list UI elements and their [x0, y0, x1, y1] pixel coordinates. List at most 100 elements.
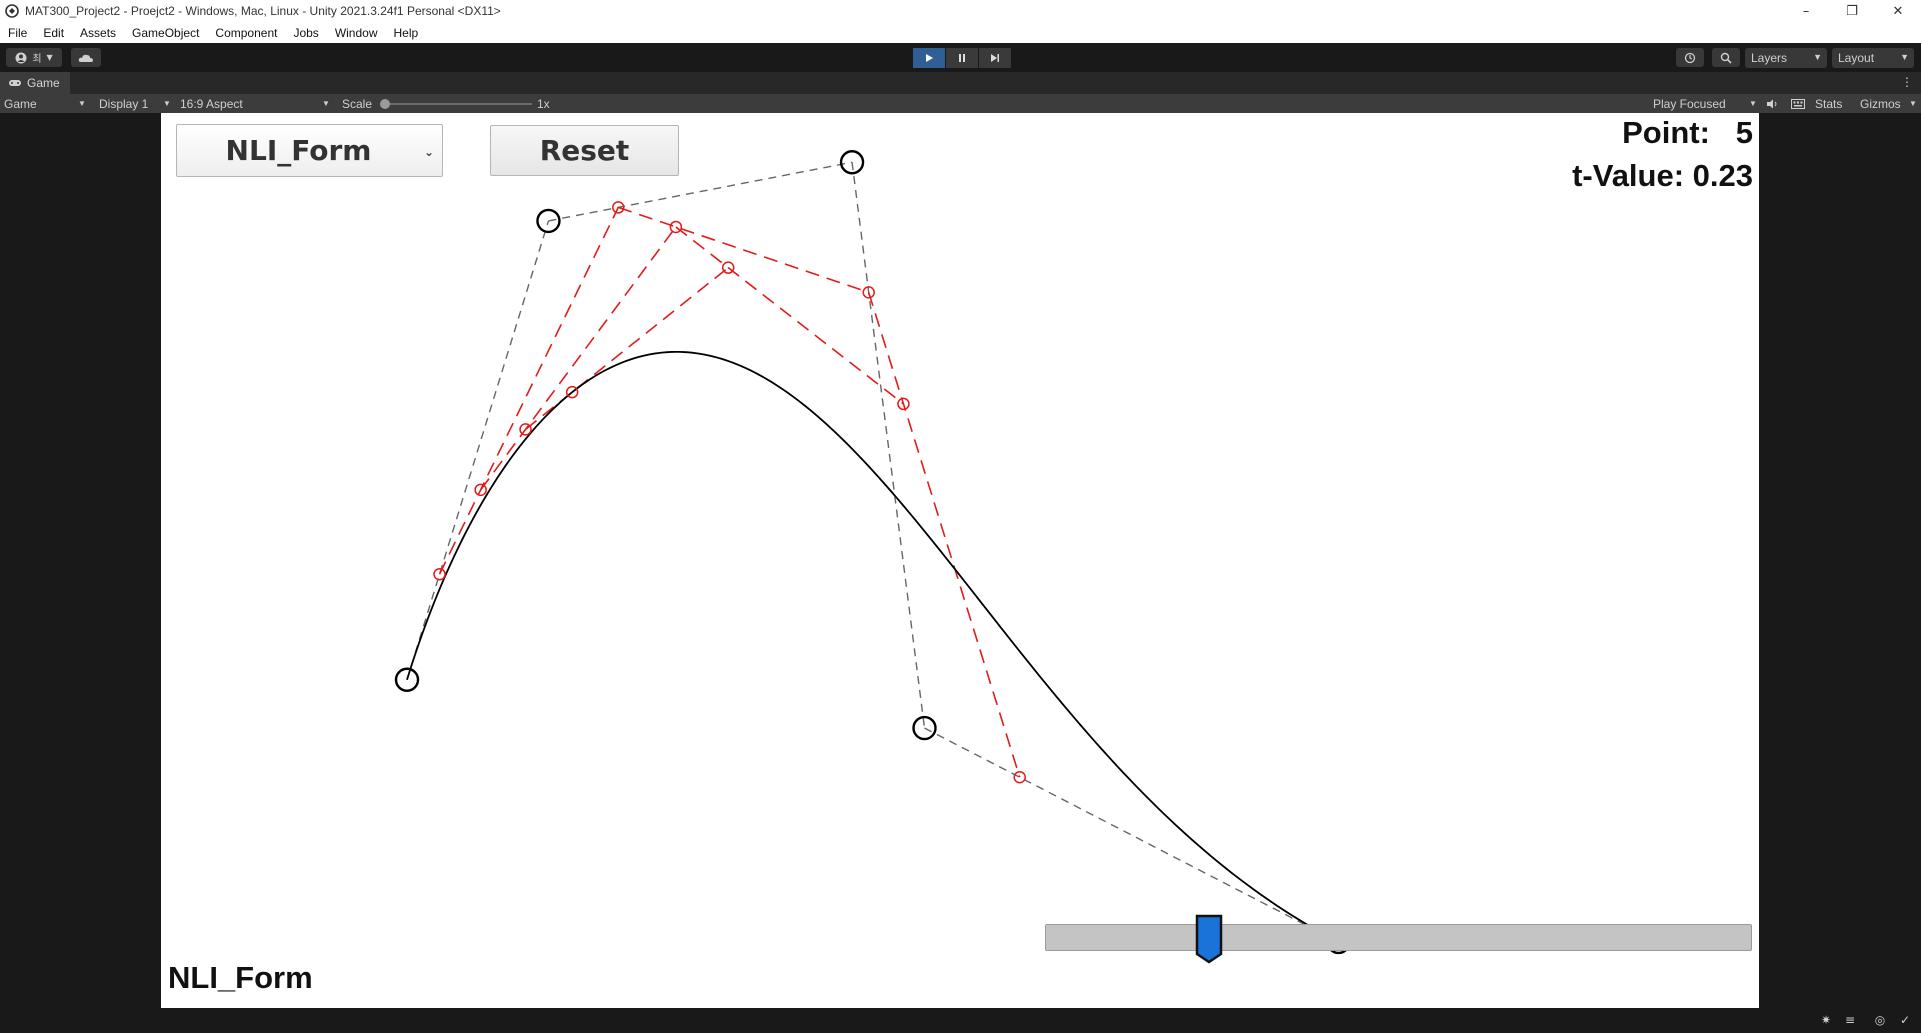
menu-jobs[interactable]: Jobs	[293, 25, 319, 40]
display-dropdown[interactable]: Display 1 ▼	[99, 94, 173, 113]
tab-game-label: Game	[27, 76, 60, 90]
gizmos-label: Gizmos	[1860, 96, 1901, 111]
chevron-down-icon: ▼	[1900, 52, 1909, 62]
bezier-curve	[406, 350, 1339, 943]
menu-help[interactable]: Help	[393, 25, 419, 40]
account-icon	[15, 52, 27, 63]
control-points	[394, 150, 1351, 955]
intermediate-point	[519, 423, 532, 436]
lighting-icon[interactable]: ✷	[1820, 1013, 1832, 1027]
menu-file[interactable]: File	[8, 25, 28, 40]
intermediate-point	[669, 220, 683, 234]
t-slider-handle[interactable]	[1195, 914, 1223, 964]
play-controls	[913, 48, 1012, 68]
intermediate-segment	[438, 207, 619, 575]
control-polygon-segment	[851, 162, 926, 729]
reset-button[interactable]: Reset	[490, 125, 679, 176]
view-label: Game	[4, 96, 37, 111]
history-button[interactable]	[1676, 48, 1704, 67]
account-button[interactable]: 최 ▼	[6, 48, 62, 67]
play-icon	[926, 54, 933, 62]
stats-toggle[interactable]: Stats	[1815, 96, 1843, 111]
mute-audio-icon[interactable]	[1766, 94, 1778, 113]
play-focused-label: Play Focused	[1653, 96, 1726, 111]
intermediate-point	[862, 286, 875, 299]
menu-component[interactable]: Component	[215, 25, 278, 40]
tab-game[interactable]: Game	[0, 72, 70, 94]
window-titlebar: MAT300_Project2 - Proejct2 - Windows, Ma…	[0, 0, 1921, 22]
gizmos-dropdown[interactable]: Gizmos ▼	[1860, 94, 1917, 113]
menu-window[interactable]: Window	[334, 25, 378, 40]
t-value-slider[interactable]	[1045, 914, 1752, 964]
pause-icon	[959, 54, 965, 62]
minimize-button[interactable]: –	[1802, 3, 1810, 19]
control-polygon-segment	[924, 727, 1339, 943]
bezier-canvas[interactable]	[161, 113, 1759, 1008]
editor-tabbar: Game ⋮	[0, 72, 1921, 94]
chevron-down-icon: ▼	[46, 53, 53, 62]
intermediate-segment	[675, 226, 904, 405]
play-button[interactable]	[913, 48, 945, 68]
intermediate-segment	[480, 226, 677, 491]
layers-dropdown[interactable]: Layers ▼	[1745, 48, 1827, 68]
unity-logo-icon	[5, 4, 19, 18]
mode-dropdown-label: NLI_Form	[225, 134, 372, 167]
chevron-down-icon: ▼	[322, 99, 330, 108]
progress-check-icon[interactable]: ✓	[1899, 1013, 1911, 1027]
layers-label: Layers	[1751, 51, 1788, 65]
menu-assets[interactable]: Assets	[80, 25, 117, 40]
keyboard-icon[interactable]	[1791, 94, 1805, 113]
window-title: MAT300_Project2 - Proejct2 - Windows, Ma…	[25, 4, 501, 18]
chevron-down-icon: ▼	[163, 99, 171, 108]
aspect-dropdown[interactable]: 16:9 Aspect ▼	[180, 94, 332, 113]
step-button[interactable]	[979, 48, 1011, 68]
view-dropdown[interactable]: Game ▼	[4, 94, 88, 113]
more-options-icon[interactable]: ⋮	[1901, 75, 1913, 89]
main-toolbar: 최 ▼ Layers ▼ Layout ▼	[0, 43, 1921, 72]
cache-server-icon[interactable]: ≡	[1844, 1013, 1856, 1027]
menu-bar: File Edit Assets GameObject Component Jo…	[0, 22, 1921, 43]
history-icon	[1684, 52, 1696, 63]
play-focused-dropdown[interactable]: Play Focused ▼	[1653, 94, 1757, 113]
scale-slider-thumb[interactable]	[380, 99, 390, 109]
game-view: NLI_Form ⌄ Reset Point: 5 t-Value: 0.23 …	[161, 113, 1759, 1008]
scale-value: 1x	[537, 96, 550, 111]
gamepad-icon	[9, 80, 21, 86]
menu-edit[interactable]: Edit	[43, 25, 65, 40]
cloud-button[interactable]	[71, 48, 101, 67]
form-label: NLI_Form	[168, 960, 313, 995]
control-point	[839, 150, 865, 175]
search-icon	[1720, 52, 1732, 64]
t-value-readout: t-Value: 0.23	[1572, 158, 1753, 193]
intermediate-point	[721, 261, 735, 274]
display-label: Display 1	[99, 96, 149, 111]
chevron-down-icon: ⌄	[423, 145, 434, 159]
intermediate-point	[474, 483, 487, 497]
maximize-button[interactable]: ❐	[1846, 3, 1858, 19]
control-polygon	[406, 161, 1339, 943]
chevron-down-icon: ▼	[1749, 99, 1757, 108]
intermediate-point	[612, 201, 625, 214]
layout-dropdown[interactable]: Layout ▼	[1832, 48, 1914, 68]
layout-label: Layout	[1838, 51, 1875, 65]
cloud-icon	[78, 54, 93, 62]
intermediate-point	[1013, 770, 1026, 784]
intermediate-segment	[618, 206, 869, 294]
debug-icon[interactable]: ◎	[1874, 1013, 1886, 1027]
scale-slider-track[interactable]	[382, 103, 532, 105]
menu-gameobject[interactable]: GameObject	[132, 25, 200, 40]
intermediate-point	[433, 567, 446, 581]
point-count: Point: 5	[1622, 115, 1753, 150]
aspect-label: 16:9 Aspect	[180, 96, 243, 111]
intermediate-segment	[867, 292, 1021, 778]
intermediate-points	[433, 201, 1026, 784]
de-casteljau-lines	[438, 206, 1021, 778]
close-button[interactable]: ✕	[1892, 3, 1904, 19]
search-button[interactable]	[1712, 48, 1740, 67]
control-point	[912, 715, 937, 741]
scale-label: Scale	[342, 96, 373, 111]
chevron-down-icon: ▼	[1909, 99, 1917, 108]
status-bar: ✷ ≡ ◎ ✓	[0, 1008, 1921, 1033]
mode-dropdown[interactable]: NLI_Form ⌄	[176, 124, 443, 177]
pause-button[interactable]	[946, 48, 978, 68]
